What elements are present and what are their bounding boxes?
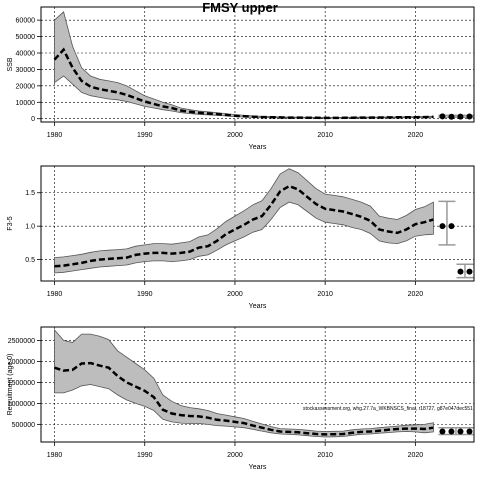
x-tick-label: 2020: [408, 452, 424, 459]
y-tick-label: 30000: [16, 67, 36, 74]
y-tick-label: 1000000: [8, 401, 35, 408]
forecast-point: [466, 113, 473, 120]
y-tick-label: 1.0: [25, 224, 35, 231]
forecast-point: [466, 428, 473, 435]
forecast-point: [439, 223, 446, 230]
x-tick-label: 2000: [227, 132, 243, 139]
confidence-band: [54, 328, 434, 438]
estimate-line: [53, 47, 434, 120]
y-tick-label: 50000: [16, 34, 36, 41]
forecast-point: [448, 428, 455, 435]
forecast-point: [439, 113, 446, 120]
x-tick-label: 2010: [317, 291, 333, 298]
panel-2: 1980 1990 2000 2010 2020 0.5 1.0 1.5 Years F3-5: [7, 165, 475, 310]
plot-frame: [40, 6, 475, 123]
x-tick-label: 2010: [317, 132, 333, 139]
y-tick-label: 0: [31, 116, 35, 123]
forecast-point: [448, 223, 455, 230]
estimate-line: [54, 361, 434, 436]
forecast-low-point: [466, 268, 473, 275]
forecast-point: [448, 113, 455, 120]
y-tick-label: 2000000: [8, 359, 35, 366]
y-tick-label: 500000: [12, 422, 35, 429]
x-tick-label: 2000: [227, 291, 243, 298]
y-axis-label: SSB: [7, 57, 14, 71]
forecast-point: [439, 428, 446, 435]
footnote: stockassessment.org, whg.27.7a_WKBNSCS_f…: [303, 406, 473, 412]
x-tick-label: 1990: [137, 291, 153, 298]
y-tick-label: 1.5: [25, 190, 35, 197]
y-tick-label: 10000: [16, 100, 36, 107]
y-axis-label: F3-5: [7, 216, 14, 231]
forecast-point: [457, 113, 464, 120]
y-tick-label: 0.5: [25, 257, 35, 264]
y-tick-label: 60000: [16, 18, 36, 25]
x-tick-label: 1990: [137, 452, 153, 459]
x-tick-label: 2020: [408, 132, 424, 139]
y-tick-label: 20000: [16, 83, 36, 90]
x-axis-label: Years: [249, 144, 267, 151]
forecast-point: [457, 428, 464, 435]
plot-frame: [40, 165, 475, 282]
x-axis-label: Years: [249, 464, 267, 471]
x-tick-label: 1980: [47, 132, 63, 139]
forecast-low-point: [457, 268, 464, 275]
y-axis-label: Recruitment (age 0): [7, 354, 14, 416]
panel-3: 1980 1990 2000 2010 2020 500000 1000000 1500000…: [7, 326, 475, 471]
estimate-line: [54, 184, 434, 268]
x-tick-label: 2020: [408, 291, 424, 298]
x-tick-label: 1990: [137, 132, 153, 139]
plot-frame: [40, 326, 475, 443]
y-tick-label: 1500000: [8, 380, 35, 387]
x-tick-label: 1980: [47, 452, 63, 459]
confidence-band: [54, 11, 434, 119]
panel-1: 1980 1990 2000 2010 2020 0 10000 20000 30000 4000…: [7, 6, 475, 151]
x-tick-label: 2000: [227, 452, 243, 459]
y-tick-label: 40000: [16, 51, 36, 58]
x-tick-label: 1980: [47, 291, 63, 298]
x-tick-label: 2010: [317, 452, 333, 459]
confidence-band: [54, 168, 434, 274]
x-axis-label: Years: [249, 303, 267, 310]
y-tick-label: 2500000: [8, 338, 35, 345]
